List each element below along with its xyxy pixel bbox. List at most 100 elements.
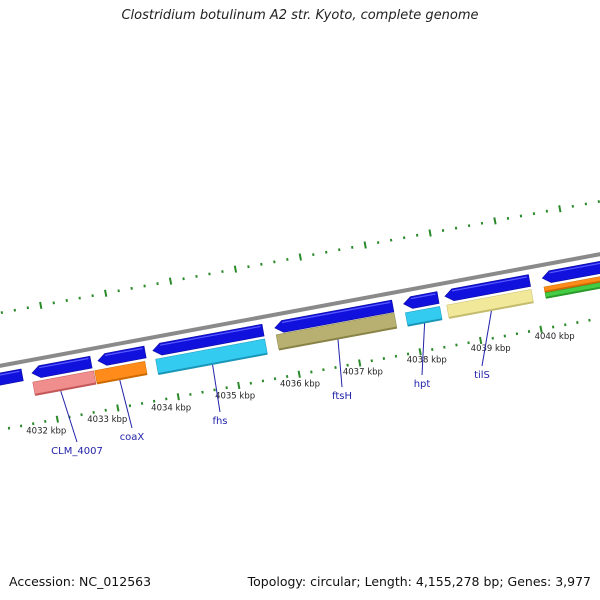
outer-tick xyxy=(571,204,575,208)
gene-leader-line xyxy=(337,339,343,388)
gene-arrow-highlight xyxy=(549,262,600,274)
outer-tick xyxy=(415,233,419,237)
backbone-layer xyxy=(0,252,600,368)
outer-tick xyxy=(233,265,238,273)
gene-arrow-highlight xyxy=(451,276,527,292)
gene-arrow xyxy=(31,355,93,378)
outer-tick xyxy=(104,289,108,297)
outer-tick xyxy=(298,253,302,261)
inner-tick xyxy=(273,377,277,381)
outer-tick xyxy=(558,205,562,213)
outer-tick xyxy=(156,282,159,286)
gene-arrow-highlight xyxy=(0,370,20,376)
inner-tick xyxy=(297,370,301,378)
inner-tick xyxy=(539,325,543,333)
inner-tick xyxy=(225,386,228,390)
inner-tick xyxy=(455,343,458,347)
inner-tick xyxy=(443,345,446,349)
gene-label: coaX xyxy=(120,432,145,443)
backbone-line xyxy=(0,252,600,368)
gene-label: tilS xyxy=(474,370,490,381)
outer-tick xyxy=(52,301,55,305)
feature-band-edge xyxy=(545,286,600,299)
kbp-label: 4033 kbp xyxy=(87,415,127,425)
outer-tick xyxy=(39,301,43,309)
inner-tick xyxy=(80,413,83,417)
outer-tick xyxy=(467,224,471,228)
inner-tick xyxy=(431,348,434,351)
outer-tick xyxy=(208,272,211,276)
outer-tick xyxy=(454,226,458,230)
outer-tick xyxy=(247,265,250,269)
gene-arrow-highlight xyxy=(38,357,89,369)
feature-layer xyxy=(0,261,600,396)
feature-band xyxy=(94,361,148,384)
inner-tick xyxy=(310,370,313,374)
kbp-label: 4032 kbp xyxy=(26,427,66,437)
kbp-label: 4039 kbp xyxy=(471,344,511,354)
gene-label: hpt xyxy=(414,379,431,390)
inner-tick xyxy=(249,381,253,385)
kbp-label: 4035 kbp xyxy=(215,391,255,401)
gene-arrow xyxy=(444,274,531,302)
outer-tick xyxy=(351,245,354,249)
outer-tick xyxy=(117,289,120,293)
inner-tick xyxy=(140,402,144,405)
gene-arrow xyxy=(274,299,395,333)
outer-tick xyxy=(91,294,94,298)
gene-arrow xyxy=(0,368,24,386)
outer-tick xyxy=(519,214,523,218)
outer-tick xyxy=(65,299,68,302)
kbp-label: 4040 kbp xyxy=(535,332,575,342)
outer-tick xyxy=(363,241,367,249)
inner-tick xyxy=(551,325,555,329)
inner-tick xyxy=(128,404,132,408)
outer-tick xyxy=(506,216,510,220)
inner-tick xyxy=(165,397,168,401)
inner-tick xyxy=(406,352,410,356)
inner-tick xyxy=(285,375,289,378)
outer-tick xyxy=(168,277,173,285)
inner-tick xyxy=(261,379,265,383)
inner-tick xyxy=(92,411,95,414)
inner-tick xyxy=(213,388,216,392)
outer-tick xyxy=(13,308,17,312)
kbp-label: 4036 kbp xyxy=(280,379,320,389)
inner-tick xyxy=(394,354,398,358)
gene-arrow xyxy=(152,323,265,356)
inner-tick xyxy=(44,420,47,423)
outer-tick xyxy=(584,202,588,206)
outer-tick xyxy=(338,248,341,252)
outer-tick xyxy=(130,286,133,290)
map-title: Clostridium botulinum A2 str. Kyoto, com… xyxy=(121,8,479,23)
feature-band xyxy=(544,282,600,299)
feature-band-edge xyxy=(544,280,600,293)
gene-leader-line xyxy=(421,323,426,376)
inner-tick xyxy=(564,323,567,327)
feature-band-edge xyxy=(96,373,148,385)
outer-tick xyxy=(402,236,406,240)
outer-tick xyxy=(273,260,276,264)
feature-band-edge xyxy=(158,352,268,375)
gene-arrow-highlight xyxy=(104,347,143,356)
gene-label: ftsH xyxy=(332,391,352,402)
gene-arrow xyxy=(403,291,440,309)
outer-tick xyxy=(286,258,289,261)
outer-tick xyxy=(441,229,445,232)
inner-tick xyxy=(418,348,422,356)
inner-tick xyxy=(370,359,373,363)
outer-tick xyxy=(182,277,185,281)
outer-tick xyxy=(221,270,224,273)
inner-tick xyxy=(176,393,180,401)
outer-tick xyxy=(428,229,432,237)
outer-tick xyxy=(376,241,380,244)
gene-leader-line xyxy=(119,379,133,429)
inner-tick xyxy=(588,318,591,322)
feature-band-edge xyxy=(407,318,443,327)
outer-tick xyxy=(389,238,393,242)
gene-arrow-highlight xyxy=(281,301,391,324)
gene-label: CLM_4007 xyxy=(51,446,103,457)
inner-tick xyxy=(237,381,241,390)
kbp-labels: 4032 kbp 4033 kbp 4034 kbp 4035 kbp 4036 kbp… xyxy=(26,332,574,437)
